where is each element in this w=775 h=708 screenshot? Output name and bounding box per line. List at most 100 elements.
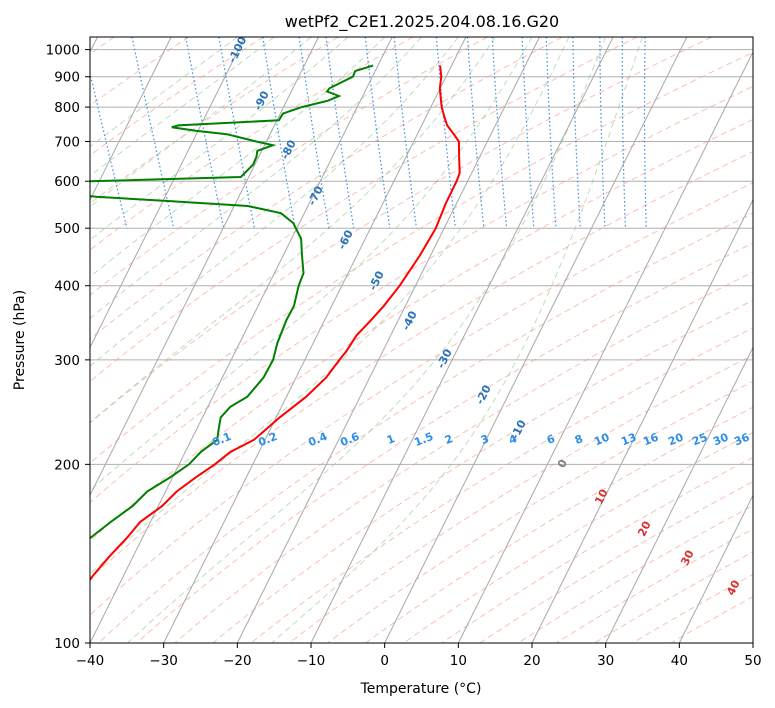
- moist-adiabat-line: [90, 37, 570, 575]
- mixing-ratio-line: [131, 37, 175, 229]
- x-tick-label: −10: [297, 653, 326, 669]
- isotherm-line: [457, 50, 753, 643]
- mixing-ratio-label: 8: [573, 432, 585, 447]
- mixing-ratio-line: [435, 37, 456, 229]
- mixing-ratio-label: 13: [619, 431, 638, 449]
- mixing-ratio-line: [621, 37, 627, 229]
- isotherm-label: 30: [678, 548, 697, 568]
- dry-adiabat-line: [90, 37, 712, 424]
- y-tick-label: 200: [54, 457, 80, 473]
- dry-adiabat-line: [90, 37, 264, 157]
- dry-adiabat-line: [90, 51, 753, 464]
- x-tick-label: 20: [523, 653, 540, 669]
- moist-adiabats: [90, 37, 643, 643]
- isotherm-line: [384, 37, 688, 643]
- dry-adiabat-line: [90, 37, 488, 296]
- y-tick-label: 700: [54, 134, 80, 150]
- mixing-ratio-label: 2: [443, 432, 455, 447]
- mixing-ratio-label: 30: [711, 431, 730, 449]
- dry-adiabat-line: [90, 118, 753, 542]
- mixing-ratio-lines: [90, 37, 647, 229]
- pressure-gridlines: [90, 49, 753, 643]
- mixing-ratio-line: [491, 37, 508, 229]
- mixing-ratio-label: 0.1: [210, 430, 233, 449]
- mixing-ratio-label: 20: [666, 431, 685, 449]
- plot-area: -100-90-80-70-60-50-40-30-20-10010203040…: [90, 37, 753, 643]
- dry-adiabat-line: [90, 182, 753, 616]
- moist-adiabat-line: [127, 37, 607, 643]
- temperature-profile-line: [90, 65, 461, 582]
- isotherm-line: [236, 37, 540, 643]
- isotherm-label: -60: [335, 228, 356, 252]
- y-tick-label: 300: [54, 353, 80, 369]
- dry-adiabat-line: [174, 271, 753, 643]
- isotherm-line: [90, 37, 393, 643]
- moist-adiabat-line: [90, 37, 422, 319]
- dry-adiabat-line: [479, 481, 753, 643]
- x-axis-label: Temperature (°C): [360, 681, 482, 697]
- isotherm-label: 20: [635, 519, 654, 539]
- mixing-ratio-label: 25: [690, 431, 709, 449]
- x-axis-ticks: −40 −30 −20 −10 0 10 20 30 40 50: [76, 643, 762, 669]
- x-tick-label: −40: [76, 653, 105, 669]
- moist-adiabat-line: [90, 37, 533, 492]
- dry-adiabat-line: [90, 37, 190, 107]
- mixing-ratio-line: [325, 37, 355, 229]
- dry-adiabat-line: [90, 151, 753, 580]
- mixing-ratio-label: 1: [385, 432, 397, 447]
- dry-adiabat-line: [365, 406, 753, 643]
- moist-adiabat-line: [90, 37, 275, 177]
- sounding-profiles: [90, 64, 461, 582]
- y-tick-label: 900: [54, 70, 80, 86]
- dry-adiabat-line: [288, 354, 753, 643]
- isotherm-label: 10: [592, 487, 611, 507]
- y-tick-label: 800: [54, 100, 80, 116]
- isotherm-line: [90, 37, 246, 349]
- isotherm-label: -70: [305, 184, 326, 208]
- x-tick-label: 40: [671, 653, 688, 669]
- mixing-ratio-line: [521, 37, 535, 229]
- dry-adiabat-line: [90, 37, 638, 383]
- mixing-ratio-line: [599, 37, 606, 229]
- y-tick-label: 500: [54, 221, 80, 237]
- dry-adiabat-line: [517, 505, 753, 643]
- isotherm-line: [90, 37, 319, 497]
- y-axis-ticks: 100 200 300 400 500 600 700 800 900 1000: [46, 43, 90, 652]
- isotherm-line: [678, 494, 753, 643]
- y-tick-label: 400: [54, 279, 80, 295]
- dewpoint-profile-line: [90, 64, 374, 540]
- x-tick-label: 10: [450, 653, 467, 669]
- isotherm-label: 40: [724, 578, 743, 598]
- moist-adiabat-line: [90, 37, 386, 278]
- dry-adiabat-line: [632, 573, 753, 643]
- moist-adiabat-line: [90, 37, 496, 424]
- mixing-ratio-line: [466, 37, 485, 229]
- dry-adiabat-line: [90, 37, 339, 205]
- dry-adiabat-line: [327, 380, 753, 643]
- isotherm-line: [531, 198, 753, 643]
- moist-adiabat-line: [90, 37, 349, 241]
- moist-adiabat-line: [90, 37, 312, 208]
- y-tick-label: 1000: [46, 43, 80, 59]
- mixing-ratio-line: [393, 37, 418, 229]
- mixing-ratio-line: [643, 37, 647, 229]
- x-tick-label: −20: [223, 653, 252, 669]
- mixing-ratio-line: [364, 37, 391, 229]
- dry-adiabat-line: [90, 85, 753, 504]
- dry-adiabat-line: [403, 432, 753, 643]
- mixing-ratio-label: 6: [545, 432, 557, 447]
- x-tick-label: 30: [597, 653, 614, 669]
- mixing-ratio-line: [90, 70, 128, 229]
- mixing-ratio-label: 10: [592, 431, 611, 449]
- mixing-ratio-label: 0.4: [306, 430, 329, 449]
- dry-adiabat-line: [98, 212, 753, 643]
- mixing-ratio-label: 36: [732, 431, 751, 449]
- isotherm-line: [163, 37, 467, 643]
- mixing-ratio-label: 3: [479, 432, 491, 447]
- isotherm-label: -30: [434, 347, 455, 371]
- dry-adiabat-line: [90, 37, 563, 340]
- isotherm-line: [310, 37, 614, 643]
- isotherm-label: -90: [251, 89, 272, 113]
- mixing-ratio-line: [545, 37, 557, 229]
